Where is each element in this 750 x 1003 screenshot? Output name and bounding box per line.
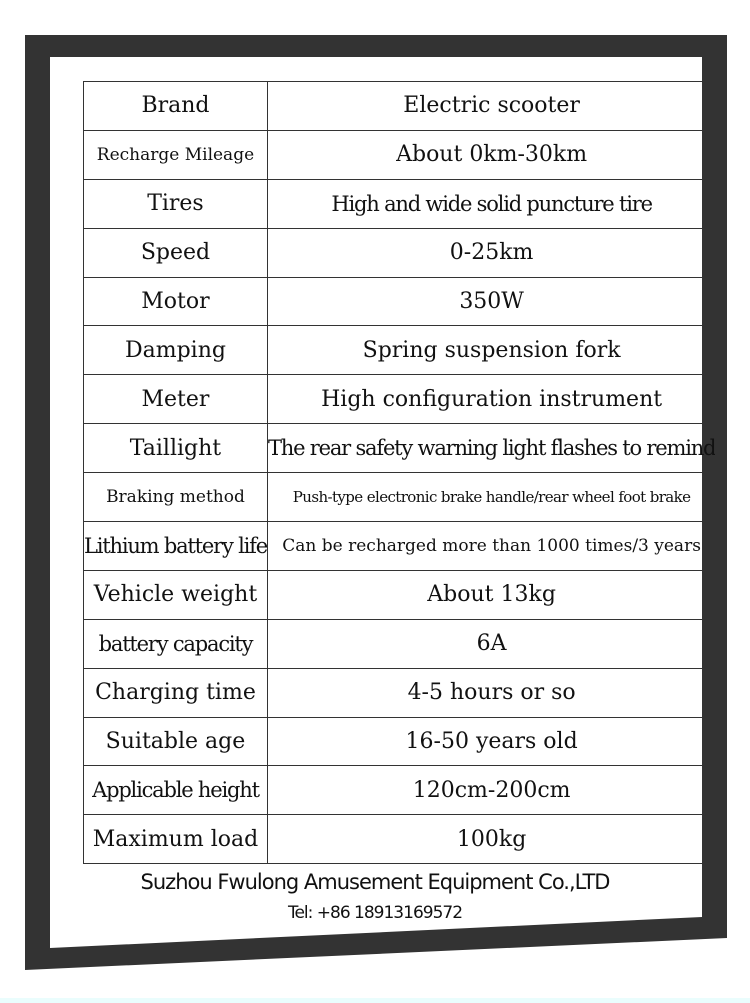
spec-value: About 0km-30km bbox=[266, 129, 717, 180]
spec-label: Brand bbox=[83, 81, 268, 131]
spec-value: 0-25km bbox=[266, 227, 717, 278]
spec-value: About 13kg bbox=[266, 569, 717, 620]
spec-value: Spring suspension fork bbox=[266, 325, 717, 376]
spec-row: Maximum load 100kg bbox=[83, 814, 717, 865]
spec-label: Maximum load bbox=[83, 814, 268, 865]
spec-value: Electric scooter bbox=[266, 81, 717, 131]
spec-row: Applicable height 120cm-200cm bbox=[83, 765, 717, 816]
spec-label: Motor bbox=[83, 276, 268, 327]
spec-row: Damping Spring suspension fork bbox=[83, 325, 717, 376]
spec-row: Taillight The rear safety warning light f… bbox=[83, 423, 717, 474]
spec-label: Applicable height bbox=[83, 765, 268, 816]
spec-value: 120cm-200cm bbox=[266, 765, 717, 816]
spec-row: Meter High configuration instrument bbox=[83, 374, 717, 425]
spec-row: Suitable age 16-50 years old bbox=[83, 716, 717, 767]
spec-row: Tires High and wide solid puncture tire bbox=[83, 178, 717, 229]
spec-value: 4-5 hours or so bbox=[266, 667, 717, 718]
spec-label: Charging time bbox=[83, 667, 268, 718]
spec-label: Meter bbox=[83, 374, 268, 425]
bottom-strip bbox=[0, 998, 750, 1003]
spec-label: Damping bbox=[83, 325, 268, 376]
spec-row: battery capacity 6A bbox=[83, 618, 717, 669]
spec-label: Speed bbox=[83, 227, 268, 278]
spec-value: Can be recharged more than 1000 times/3 … bbox=[266, 521, 717, 571]
spec-row: Speed 0-25km bbox=[83, 227, 717, 278]
spec-value: High and wide solid puncture tire bbox=[266, 178, 717, 229]
spec-label: battery capacity bbox=[83, 618, 268, 669]
spec-value: Push-type electronic brake handle/rear w… bbox=[266, 472, 717, 523]
spec-value: 100kg bbox=[266, 814, 717, 865]
spec-label: Vehicle weight bbox=[83, 569, 268, 620]
spec-label: Suitable age bbox=[83, 716, 268, 767]
spec-value: 6A bbox=[266, 618, 717, 669]
spec-value: The rear safety warning light flashes to… bbox=[266, 423, 717, 474]
spec-label: Lithium battery life bbox=[83, 521, 268, 571]
spec-row: Charging time 4-5 hours or so bbox=[83, 667, 717, 718]
spec-label: Tires bbox=[83, 178, 268, 229]
company-name: Suzhou Fwulong Amusement Equipment Co.,L… bbox=[140, 870, 611, 894]
spec-row: Motor 350W bbox=[83, 276, 717, 327]
spec-value: 350W bbox=[266, 276, 717, 327]
spec-row: Lithium battery life Can be recharged mor… bbox=[83, 521, 717, 571]
spec-row: Braking method Push-type electronic brake… bbox=[83, 472, 717, 523]
spec-row: Brand Electric scooter bbox=[83, 81, 717, 131]
spec-value: High configuration instrument bbox=[266, 374, 717, 425]
spec-label: Recharge Mileage bbox=[83, 129, 268, 180]
spec-table: Brand Electric scooter Recharge Mileage Abo… bbox=[83, 81, 717, 865]
spec-label: Braking method bbox=[83, 472, 268, 523]
spec-row: Recharge Mileage About 0km-30km bbox=[83, 129, 717, 180]
spec-label: Taillight bbox=[83, 423, 268, 474]
telephone: Tel: +86 18913169572 bbox=[287, 903, 463, 923]
spec-row: Vehicle weight About 13kg bbox=[83, 569, 717, 620]
spec-value: 16-50 years old bbox=[266, 716, 717, 767]
